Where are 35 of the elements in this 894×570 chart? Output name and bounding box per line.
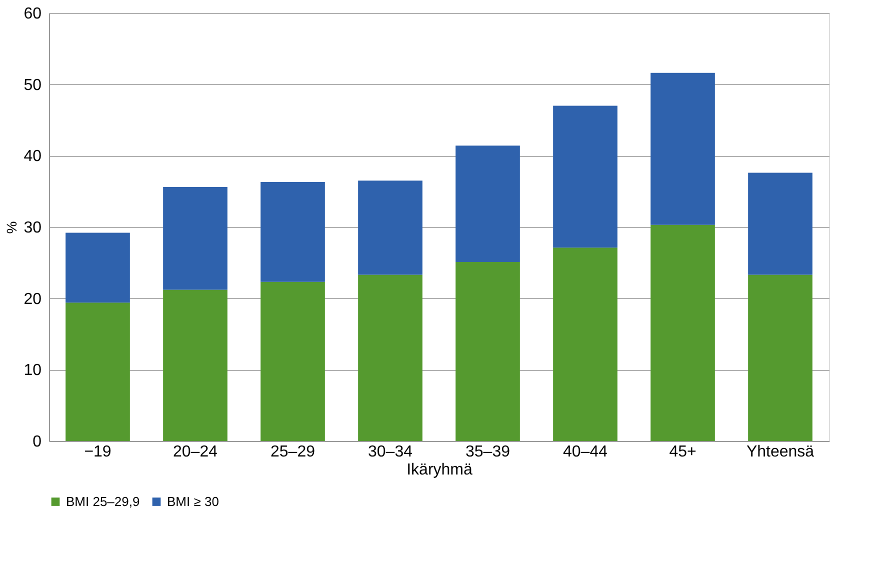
bar xyxy=(358,274,422,441)
x-tick-label: 30–34 xyxy=(368,444,413,460)
bar xyxy=(650,224,715,441)
x-tick-label: 20–24 xyxy=(173,444,218,460)
x-axis-title: Ikäryhmä xyxy=(406,462,472,478)
legend-label: BMI ≥ 30 xyxy=(167,494,219,509)
y-tick-label: 60 xyxy=(24,6,42,22)
y-tick-label: 10 xyxy=(24,362,42,380)
bar xyxy=(260,182,325,282)
x-tick-label: 25–29 xyxy=(270,444,316,460)
x-tick-label: 40–44 xyxy=(563,444,608,460)
bar xyxy=(748,274,812,441)
bar xyxy=(358,180,422,275)
bar xyxy=(163,187,228,290)
bar xyxy=(456,146,520,262)
y-tick-label: 0 xyxy=(32,434,42,450)
x-tick-label: 45+ xyxy=(669,444,696,460)
y-tick-label: 30 xyxy=(24,220,42,236)
bar xyxy=(260,282,325,441)
legend-label: BMI 25–29,9 xyxy=(66,494,140,509)
y-tick-label: 50 xyxy=(24,76,42,94)
y-tick-label: 20 xyxy=(24,290,42,308)
x-tick-label: −19 xyxy=(84,444,112,460)
bar xyxy=(553,106,618,248)
bar xyxy=(748,172,812,275)
y-tick-label: 40 xyxy=(24,148,42,166)
x-tick-label: Yhteensä xyxy=(746,444,814,460)
x-tick-label: 35–39 xyxy=(466,444,510,460)
bar xyxy=(553,248,618,441)
y-axis-title: % xyxy=(4,221,20,234)
bar xyxy=(66,232,130,303)
bar xyxy=(650,72,715,225)
bar xyxy=(456,262,520,441)
bar xyxy=(66,302,130,441)
bar xyxy=(163,290,228,441)
